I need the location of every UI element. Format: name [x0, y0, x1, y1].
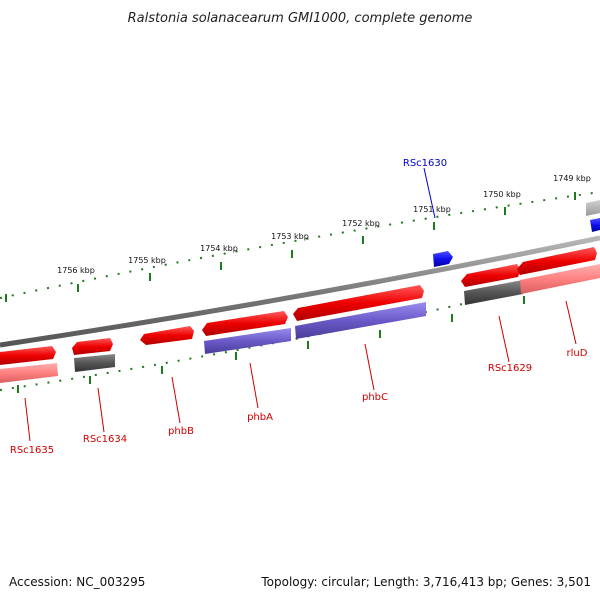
- gene-block[interactable]: [72, 338, 113, 355]
- tick-labels: 1756 kbp 1755 kbp 1754 kbp 1753 kbp 1752…: [57, 174, 591, 275]
- gene-block[interactable]: [586, 200, 600, 216]
- gene-block[interactable]: [517, 247, 597, 275]
- gene-label-rsc1634[interactable]: RSc1634: [83, 434, 127, 445]
- gene-label-rsc1635[interactable]: RSc1635: [10, 445, 54, 456]
- tick-ring-inner: [0, 271, 600, 391]
- gene-label-rsc1630[interactable]: RSc1630: [403, 158, 447, 169]
- gene-labels: RSc1630 RSc1629 rluD phbC phbA phbB RSc1…: [10, 158, 588, 456]
- tick-label: 1752 kbp: [342, 219, 380, 228]
- tick-ring-outer: [0, 191, 600, 299]
- gene-block[interactable]: [464, 280, 523, 305]
- tick-label: 1753 kbp: [271, 232, 309, 241]
- gene-block[interactable]: [140, 326, 194, 345]
- gene-block[interactable]: [204, 328, 291, 354]
- genome-summary-text: Topology: circular; Length: 3,716,413 bp…: [260, 575, 591, 589]
- gene-block[interactable]: [0, 346, 56, 365]
- reverse-genes: [0, 264, 600, 383]
- gene-label-phbc[interactable]: phbC: [362, 392, 388, 403]
- gene-block[interactable]: [74, 354, 115, 372]
- forward-genes: [0, 200, 600, 365]
- gene-block[interactable]: [461, 264, 521, 287]
- gene-block[interactable]: [590, 218, 600, 232]
- gene-block[interactable]: [202, 311, 288, 336]
- major-ticks-outer: [5, 192, 576, 302]
- gene-label-phbb[interactable]: phbB: [168, 426, 194, 437]
- label-leaders: [24, 167, 577, 442]
- tick-label: 1754 kbp: [200, 244, 238, 253]
- tick-label: 1756 kbp: [57, 266, 95, 275]
- major-ticks-inner: [17, 296, 525, 393]
- tick-label: 1750 kbp: [483, 190, 521, 199]
- gene-block[interactable]: [295, 302, 426, 339]
- accession-text: Accession: NC_003295: [9, 575, 145, 589]
- gene-block[interactable]: [293, 285, 424, 321]
- tick-label: 1749 kbp: [553, 174, 591, 183]
- gene-block[interactable]: [520, 264, 600, 294]
- gene-label-rlud[interactable]: rluD: [567, 348, 588, 359]
- tick-label: 1751 kbp: [413, 205, 451, 214]
- gene-label-phba[interactable]: phbA: [247, 412, 273, 423]
- map-title: Ralstonia solanacearum GMI1000, complete…: [128, 11, 473, 26]
- gene-block[interactable]: [0, 363, 58, 383]
- tick-label: 1755 kbp: [128, 256, 166, 265]
- gene-block-rsc1630[interactable]: [433, 251, 453, 267]
- genome-backbone: [0, 235, 600, 348]
- gene-label-rsc1629[interactable]: RSc1629: [488, 363, 532, 374]
